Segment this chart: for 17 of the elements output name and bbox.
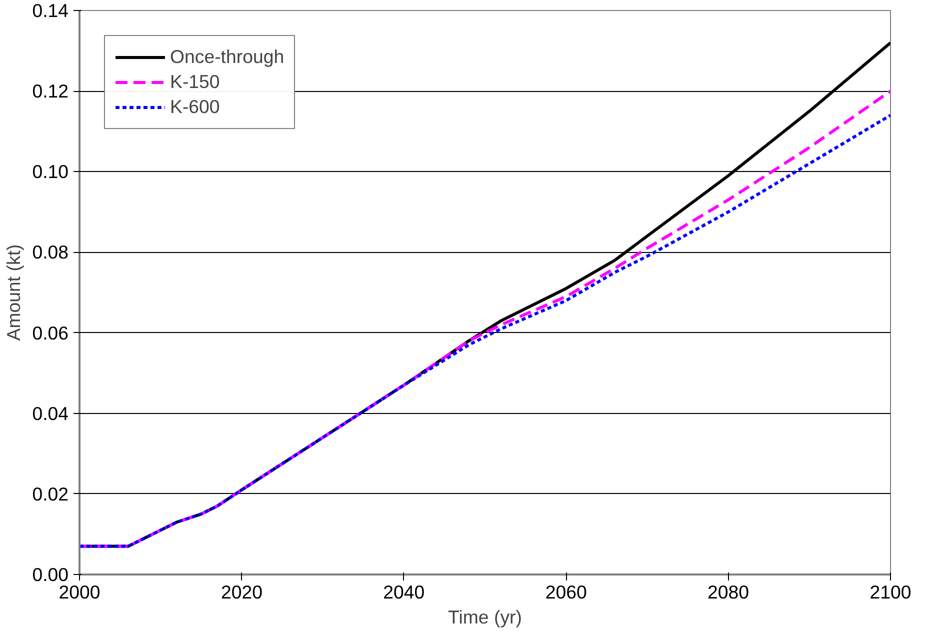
x-tick-label: 2060 bbox=[545, 582, 587, 602]
y-tick-label: 0.08 bbox=[32, 242, 68, 263]
y-tick-label: 0.10 bbox=[32, 161, 68, 182]
y-tick-label: 0.14 bbox=[32, 0, 68, 21]
y-tick-label: 0.06 bbox=[32, 322, 68, 344]
legend-label: K-150 bbox=[170, 71, 220, 93]
legend-label: K-600 bbox=[170, 96, 220, 118]
x-tick-label: 2040 bbox=[383, 582, 425, 602]
x-tick-label: 2080 bbox=[708, 582, 750, 602]
x-tick-label: 2020 bbox=[220, 582, 262, 602]
y-axis-title: Amount (kt) bbox=[3, 244, 24, 341]
legend-label: Once-through bbox=[170, 46, 284, 68]
x-tick-label: 2100 bbox=[870, 582, 912, 602]
y-tick-label: 0.04 bbox=[32, 402, 68, 424]
x-axis-title: Time (yr) bbox=[448, 606, 522, 628]
y-tick-label: 0.12 bbox=[32, 80, 68, 102]
y-tick-label: 0.02 bbox=[32, 483, 68, 504]
